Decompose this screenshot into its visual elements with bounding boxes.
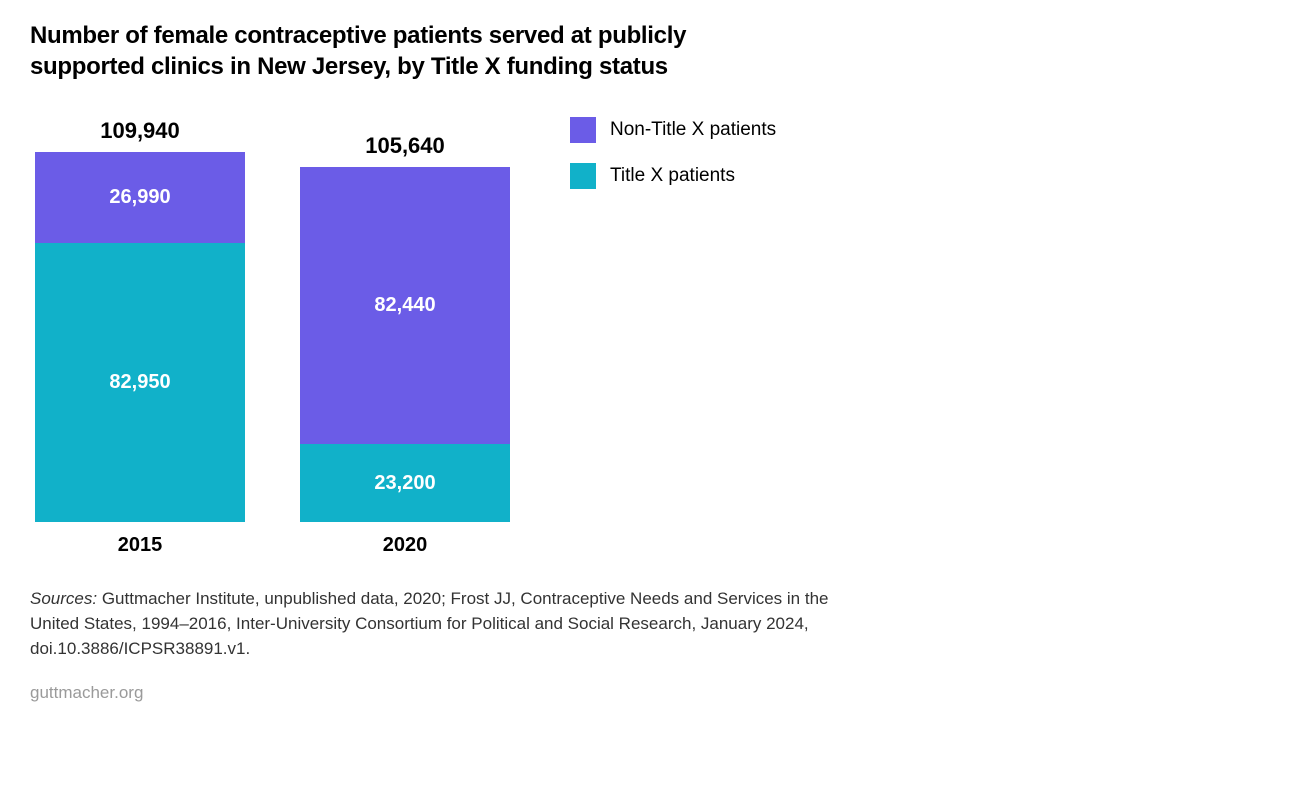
legend-item: Non-Title X patients (570, 117, 776, 143)
sources-prefix: Sources: (30, 589, 97, 608)
bar-segment-title_x: 23,200 (300, 444, 510, 522)
bar-column: 105,640 82,440 23,200 2020 (300, 133, 510, 558)
chart-title: Number of female contraceptive patients … (30, 20, 780, 82)
bar-segment-non_title_x: 26,990 (35, 152, 245, 243)
bar-stack: 26,990 82,950 (35, 152, 245, 522)
legend-item: Title X patients (570, 163, 776, 189)
bar-segment-label: 23,200 (374, 472, 435, 495)
attribution: guttmacher.org (30, 683, 1270, 703)
bar-segment-label: 82,950 (109, 371, 170, 394)
chart-body: 109,940 26,990 82,950 2015 105,640 82,440 23,2… (30, 117, 1270, 557)
bars-area: 109,940 26,990 82,950 2015 105,640 82,440 23,2… (30, 117, 510, 557)
legend: Non-Title X patients Title X patients (570, 117, 776, 209)
bar-segment-title_x: 82,950 (35, 243, 245, 522)
legend-swatch (570, 163, 596, 189)
sources-text: Sources: Guttmacher Institute, unpublish… (30, 587, 850, 661)
bar-total-label: 105,640 (365, 133, 445, 159)
legend-swatch (570, 117, 596, 143)
bar-segment-label: 26,990 (109, 186, 170, 209)
bar-x-label: 2020 (383, 534, 428, 557)
bar-column: 109,940 26,990 82,950 2015 (35, 118, 245, 557)
bar-stack: 82,440 23,200 (300, 167, 510, 523)
sources-body: Guttmacher Institute, unpublished data, … (30, 589, 829, 657)
legend-label: Non-Title X patients (610, 119, 776, 141)
bar-x-label: 2015 (118, 534, 163, 557)
legend-label: Title X patients (610, 165, 735, 187)
bar-total-label: 109,940 (100, 118, 180, 144)
bar-segment-non_title_x: 82,440 (300, 167, 510, 444)
bar-segment-label: 82,440 (374, 294, 435, 317)
